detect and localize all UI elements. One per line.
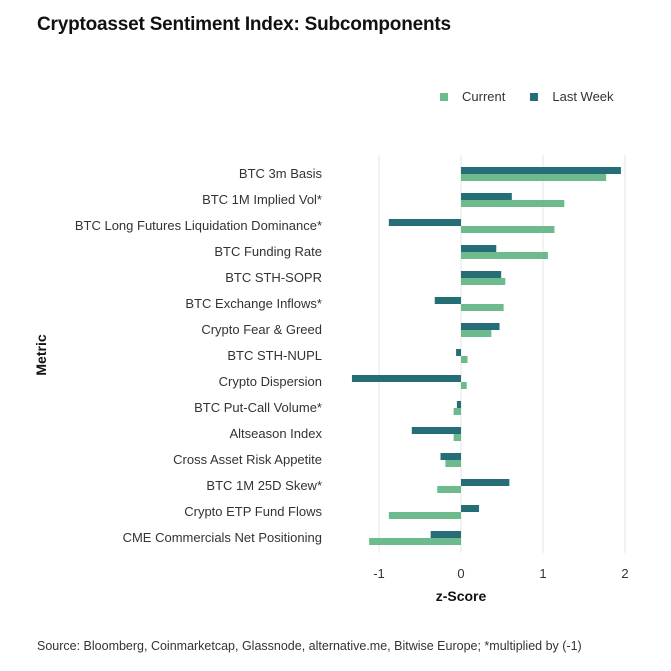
bar-last-week	[461, 505, 480, 512]
legend-label-last-week: Last Week	[552, 89, 614, 104]
bar-current	[461, 226, 555, 233]
category-label: Cross Asset Risk Appetite	[173, 452, 322, 467]
bar-current	[461, 330, 492, 337]
source-note: Source: Bloomberg, Coinmarketcap, Glassn…	[37, 639, 582, 653]
bar-current	[461, 200, 565, 207]
bar-last-week	[440, 453, 461, 460]
legend-label-current: Current	[462, 89, 506, 104]
category-label: BTC Long Futures Liquidation Dominance*	[75, 218, 322, 233]
category-label: CME Commercials Net Positioning	[123, 530, 322, 545]
bar-current	[461, 382, 467, 389]
bar-current	[461, 278, 506, 285]
category-label: Altseason Index	[229, 426, 322, 441]
category-label: Crypto ETP Fund Flows	[184, 504, 322, 519]
legend-item-current: Current	[440, 89, 505, 104]
bar-last-week	[461, 479, 510, 486]
bar-last-week	[461, 323, 500, 330]
bar-current	[388, 512, 461, 519]
bar-last-week	[434, 297, 461, 304]
legend-item-last-week: Last Week	[530, 89, 614, 104]
bar-current	[461, 174, 607, 181]
category-label: Crypto Dispersion	[219, 374, 322, 389]
bar-last-week	[456, 401, 461, 408]
bar-last-week	[461, 271, 502, 278]
category-label: BTC 3m Basis	[239, 166, 323, 181]
x-tick-label: 0	[457, 566, 464, 581]
category-label: BTC STH-NUPL	[227, 348, 322, 363]
category-label: Crypto Fear & Greed	[201, 322, 322, 337]
chart-title: Cryptoasset Sentiment Index: Subcomponen…	[37, 14, 451, 35]
bar-current	[445, 460, 461, 467]
category-label: BTC STH-SOPR	[225, 270, 322, 285]
bar-current	[453, 434, 461, 441]
bar-last-week	[388, 219, 461, 226]
bar-current	[461, 356, 468, 363]
bar-last-week	[461, 245, 497, 252]
bar-last-week	[411, 427, 461, 434]
bar-current	[453, 408, 461, 415]
category-label: BTC Exchange Inflows*	[185, 296, 322, 311]
x-axis-title: z-Score	[436, 588, 487, 604]
legend-swatch-current	[440, 92, 448, 101]
bar-last-week	[461, 193, 512, 200]
legend-swatch-last-week	[530, 92, 539, 101]
x-tick-label: -1	[373, 566, 385, 581]
x-tick-label: 1	[539, 566, 546, 581]
bar-last-week	[351, 375, 461, 382]
bar-current	[461, 304, 504, 311]
y-axis-title: Metric	[33, 334, 49, 375]
bar-current	[369, 538, 461, 545]
category-label: BTC 1M 25D Skew*	[206, 478, 322, 493]
bar-last-week	[461, 167, 621, 174]
bar-current	[461, 252, 548, 259]
x-tick-label: 2	[621, 566, 628, 581]
legend: Current Last Week	[440, 89, 639, 104]
category-label: BTC Funding Rate	[214, 244, 322, 259]
bar-last-week	[456, 349, 461, 356]
category-label: BTC 1M Implied Vol*	[202, 192, 322, 207]
category-label: BTC Put-Call Volume*	[194, 400, 322, 415]
bar-current	[437, 486, 461, 493]
bar-last-week	[430, 531, 461, 538]
